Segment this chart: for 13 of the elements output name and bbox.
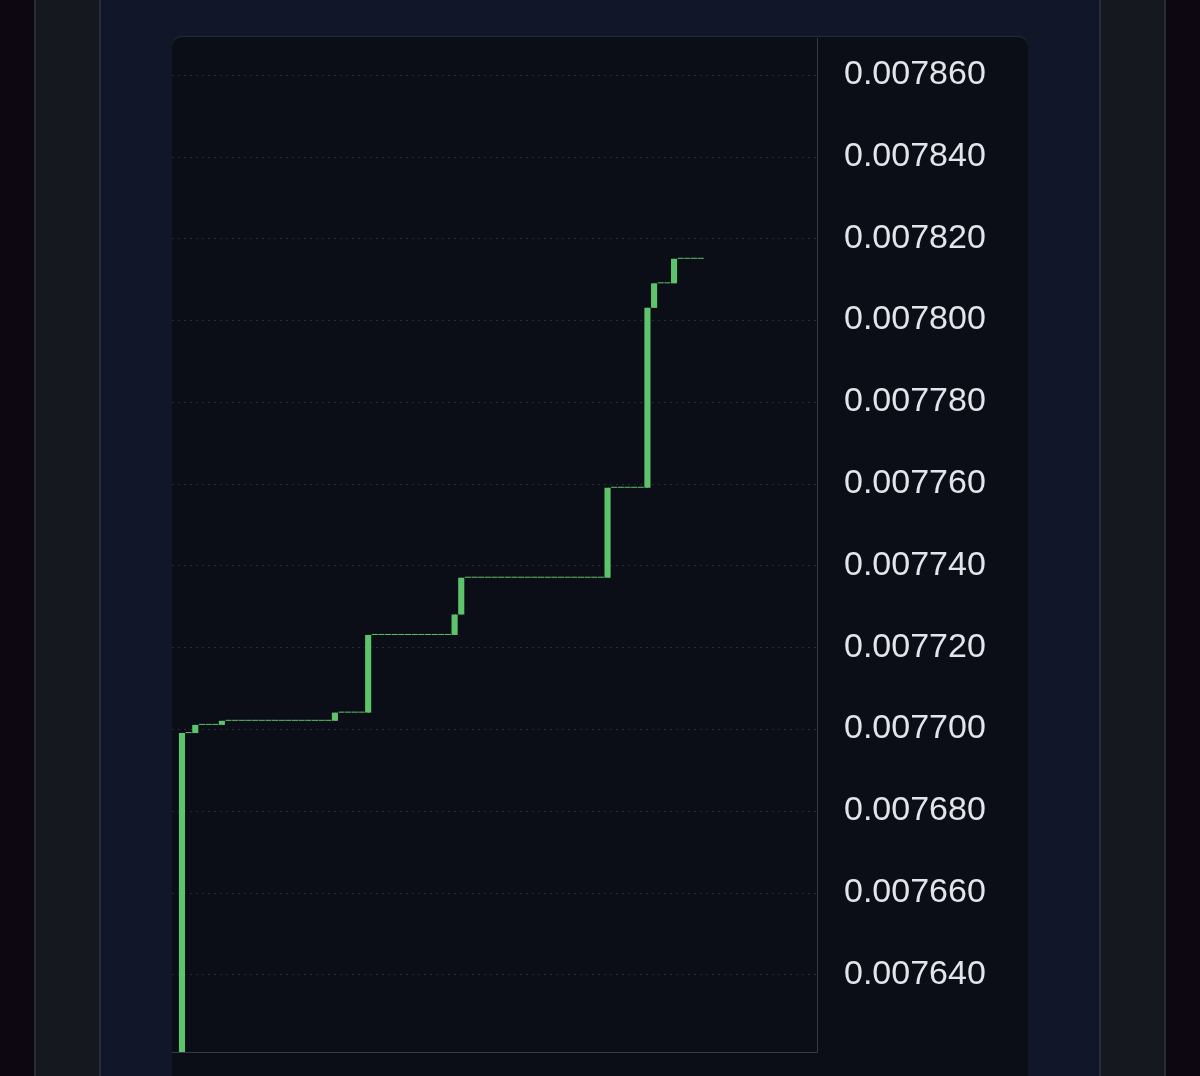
y-tick-label: 0.007800: [844, 298, 986, 337]
y-tick-label: 0.007720: [844, 625, 986, 664]
y-tick-label: 0.007640: [844, 952, 986, 991]
y-tick-label: 0.007700: [844, 707, 986, 746]
y-tick-label: 0.007840: [844, 134, 986, 173]
candlestick: [458, 577, 465, 616]
y-tick-label: 0.007780: [844, 380, 986, 419]
y-tick-label: 0.007740: [844, 543, 986, 582]
y-tick-label: 0.007860: [844, 53, 986, 92]
y-tick-label: 0.007660: [844, 870, 986, 909]
y-tick-label: 0.007760: [844, 462, 986, 501]
y-tick-label: 0.007820: [844, 216, 986, 255]
y-tick-label: 0.007680: [844, 789, 986, 828]
